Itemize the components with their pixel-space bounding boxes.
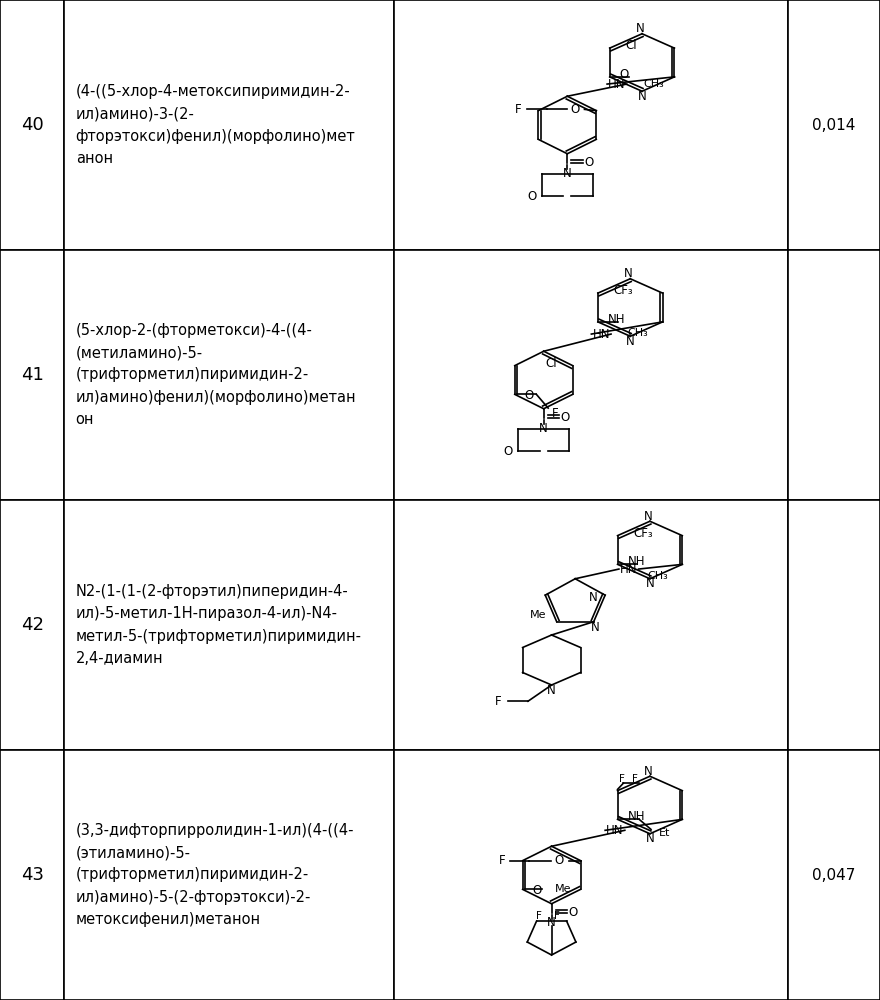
Text: O: O bbox=[620, 68, 629, 81]
Bar bbox=[0, 250, 64, 500]
Text: F: F bbox=[499, 854, 505, 867]
Text: CH₃: CH₃ bbox=[627, 328, 649, 338]
Text: O: O bbox=[570, 103, 579, 116]
Text: O: O bbox=[584, 156, 594, 169]
Bar bbox=[394, 500, 788, 750]
Text: O: O bbox=[561, 411, 570, 424]
Text: NH: NH bbox=[627, 810, 645, 823]
Text: O: O bbox=[568, 906, 578, 919]
Text: N: N bbox=[547, 684, 556, 697]
Text: N: N bbox=[643, 510, 652, 523]
Text: NH: NH bbox=[608, 313, 625, 326]
Text: Cl: Cl bbox=[626, 39, 637, 52]
Text: HN: HN bbox=[592, 328, 610, 341]
Text: N: N bbox=[646, 577, 655, 590]
Text: Cl: Cl bbox=[546, 357, 557, 370]
Text: 42: 42 bbox=[20, 616, 44, 634]
Bar bbox=[788, 750, 880, 1000]
Text: F: F bbox=[633, 774, 638, 784]
Text: F: F bbox=[515, 103, 522, 116]
Text: N: N bbox=[635, 22, 644, 35]
Bar bbox=[64, 0, 394, 250]
Text: (4-((5-хлор-4-метоксипиримидин-2-
ил)амино)-3-(2-
фторэтокси)фенил)(морфолино)ме: (4-((5-хлор-4-метоксипиримидин-2- ил)ами… bbox=[76, 84, 356, 166]
Text: NH: NH bbox=[627, 555, 645, 568]
Bar bbox=[0, 500, 64, 750]
Text: O: O bbox=[524, 389, 534, 402]
Text: HN: HN bbox=[608, 78, 626, 91]
Text: N: N bbox=[589, 591, 598, 604]
Text: F: F bbox=[536, 911, 541, 921]
Text: HN: HN bbox=[620, 563, 637, 576]
Bar bbox=[0, 0, 64, 250]
Bar bbox=[788, 250, 880, 500]
Text: N: N bbox=[638, 90, 647, 103]
Text: F: F bbox=[554, 911, 560, 921]
Text: HN: HN bbox=[606, 824, 624, 837]
Text: O: O bbox=[527, 190, 537, 203]
Text: N: N bbox=[646, 832, 655, 845]
Bar bbox=[788, 500, 880, 750]
Text: N: N bbox=[626, 335, 634, 348]
Text: Me: Me bbox=[531, 610, 546, 620]
Text: 43: 43 bbox=[20, 866, 44, 884]
Bar bbox=[64, 750, 394, 1000]
Bar bbox=[64, 250, 394, 500]
Text: N: N bbox=[591, 621, 600, 634]
Text: N: N bbox=[624, 267, 633, 280]
Text: 40: 40 bbox=[21, 116, 43, 134]
Text: N: N bbox=[563, 167, 572, 180]
Text: N: N bbox=[539, 422, 548, 435]
Bar bbox=[394, 250, 788, 500]
Text: F: F bbox=[619, 774, 625, 784]
Text: (3,3-дифторпирролидин-1-ил)(4-((4-
(этиламино)-5-
(трифторметил)пиримидин-2-
ил): (3,3-дифторпирролидин-1-ил)(4-((4- (этил… bbox=[76, 823, 354, 927]
Text: CH₃: CH₃ bbox=[647, 571, 668, 581]
Text: N: N bbox=[547, 916, 556, 929]
Text: O: O bbox=[532, 884, 542, 897]
Text: 41: 41 bbox=[21, 366, 43, 384]
Text: N2-(1-(1-(2-фторэтил)пиперидин-4-
ил)-5-метил-1Н-пиразол-4-ил)-N4-
метил-5-(триф: N2-(1-(1-(2-фторэтил)пиперидин-4- ил)-5-… bbox=[76, 584, 362, 666]
Text: F: F bbox=[495, 695, 502, 708]
Text: F: F bbox=[552, 407, 559, 420]
Text: O: O bbox=[554, 854, 563, 867]
Text: CF₃: CF₃ bbox=[634, 527, 653, 540]
Text: 0,047: 0,047 bbox=[812, 867, 855, 882]
Text: Me: Me bbox=[555, 884, 571, 894]
Text: 0,014: 0,014 bbox=[812, 117, 855, 132]
Text: N: N bbox=[643, 765, 652, 778]
Text: Et: Et bbox=[659, 828, 671, 838]
Text: (5-хлор-2-(фторметокси)-4-((4-
(метиламино)-5-
(трифторметил)пиримидин-2-
ил)ами: (5-хлор-2-(фторметокси)-4-((4- (метилами… bbox=[76, 323, 356, 427]
Bar bbox=[788, 0, 880, 250]
Bar bbox=[64, 500, 394, 750]
Text: CH₃: CH₃ bbox=[643, 79, 664, 89]
Text: O: O bbox=[503, 445, 513, 458]
Bar bbox=[394, 750, 788, 1000]
Text: CF₃: CF₃ bbox=[613, 284, 634, 297]
Bar bbox=[0, 750, 64, 1000]
Bar bbox=[394, 0, 788, 250]
